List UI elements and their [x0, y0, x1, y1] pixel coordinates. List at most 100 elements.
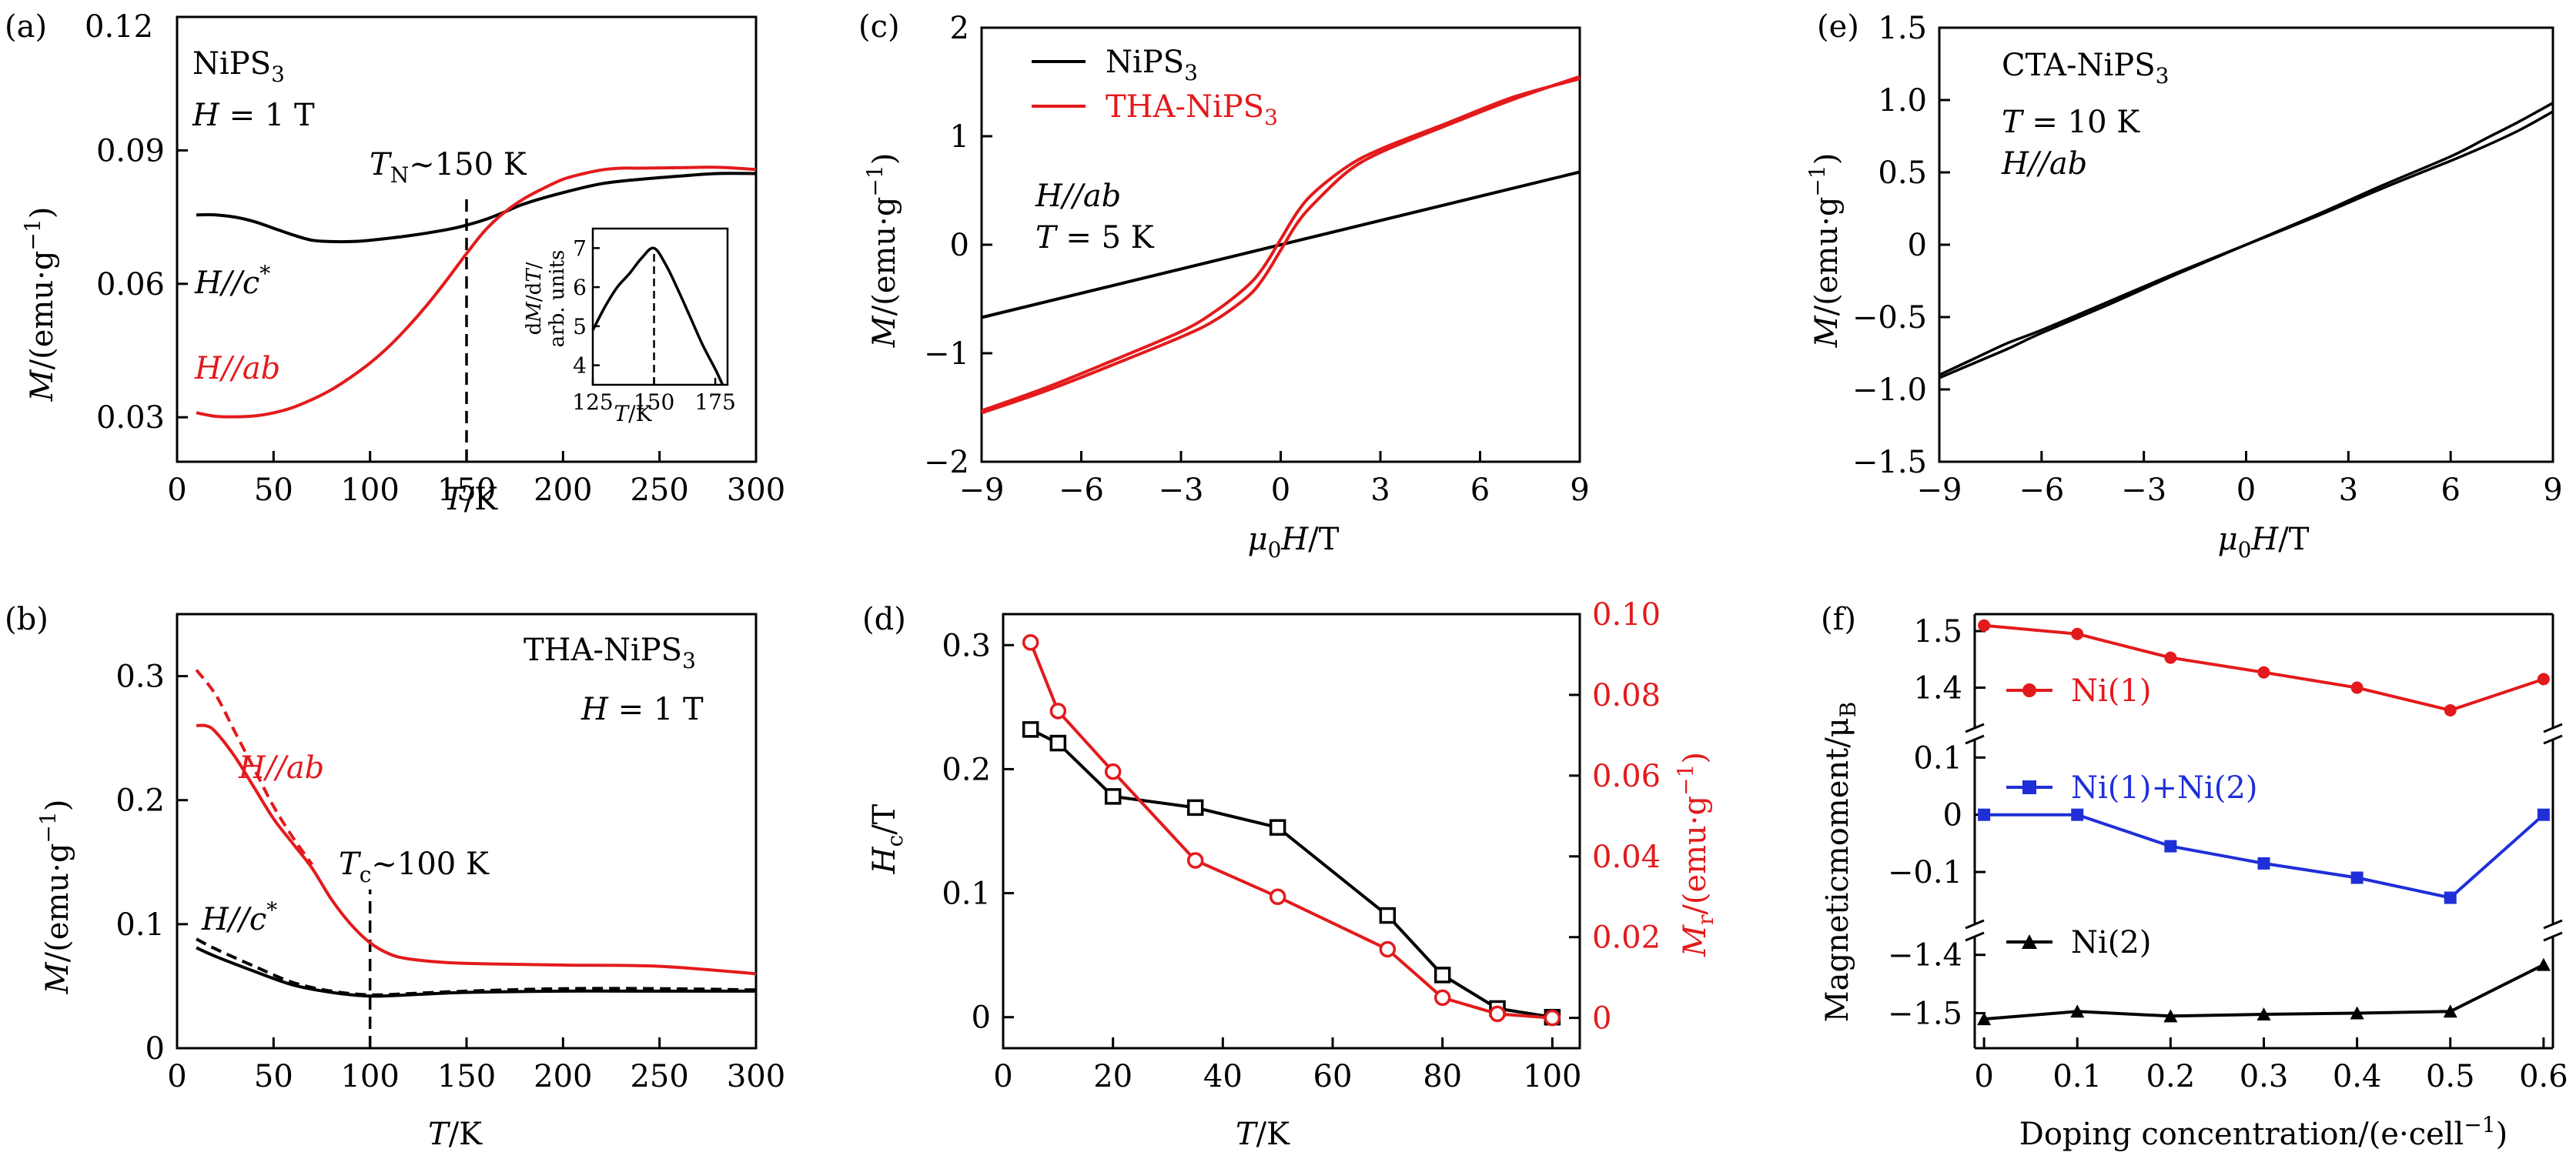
series-f-1 [1984, 813, 2545, 900]
ytick-label-e-left-4: 0.5 [1878, 155, 1927, 191]
marker-f-0-4 [2350, 681, 2364, 694]
break-mark-f-1-1-a [2543, 919, 2563, 930]
ytick-label-f-seg1-left-1: 0 [1943, 798, 1962, 833]
plot-area-f: 0 0.1 0.2 0.3 0.4 0.5 0.6 1.4 1.5 −0.1 0 0.1 −1.5 −1.… [1888, 613, 2568, 1094]
plot-area-a: 0 50 100 150 200 250 300 0.03 0.06 0.09 [96, 15, 785, 508]
marker-d-1-4 [1269, 888, 1286, 906]
marker-f-2-4 [2350, 1006, 2364, 1020]
xtick-label-c-0: −9 [959, 473, 1005, 508]
panel-e: (e) −9 −6 −3 0 3 6 9 −1.5 −1.0 −0.5 0 0.5 1.0 1.5 CTA… [1805, 9, 2563, 563]
legend-marker-f-ni1 [2022, 683, 2036, 697]
marker-f-2-3 [2257, 1007, 2271, 1021]
ytick-label-d-left-2: 0.2 [942, 752, 991, 787]
legend-f-ni1: Ni(1) [2071, 673, 2151, 709]
ytick-label-a-left-1: 0.06 [96, 267, 165, 302]
marker-f-0-3 [2257, 666, 2270, 679]
annotation-e-temp: T = 10 K [2002, 105, 2140, 140]
xtick-label-e-0: −9 [1917, 473, 1962, 508]
ytick-label-c-left-4: 2 [950, 11, 969, 46]
marker-f-0-2 [2164, 651, 2177, 664]
series-a-1 [196, 165, 757, 419]
ylabel-c: M/(emu·g−1) [862, 153, 902, 349]
xtick-label-a-6: 300 [727, 473, 785, 508]
series-c-0 [981, 170, 1581, 319]
inset-ytick-label-a-0: 4 [573, 353, 587, 379]
ytick-label-c-left-1: −1 [924, 336, 969, 372]
inset-xtick-label-a-0: 125 [572, 389, 613, 415]
marker-d-1-5 [1379, 940, 1397, 958]
panel-b: (b) 0 50 100 150 200 250 300 0 0.1 0.2 0.3 THA-NiP… [5, 602, 785, 1152]
marker-f-0-5 [2444, 703, 2457, 716]
xtick-label-c-5: 6 [1470, 473, 1490, 508]
xlabel-f: Doping concentration/(e·cell−1) [2019, 1112, 2508, 1152]
marker-f-2-5 [2443, 1004, 2457, 1018]
annotation-a-field: H = 1 T [192, 98, 315, 133]
series-e-1 [1939, 110, 2554, 376]
annotation-e-hab: H//ab [2001, 146, 2087, 182]
panel-c: (c) −9 −6 −3 0 3 6 9 −2 −1 0 1 2 NiPS3 THA-NiPS3 H/… [858, 9, 1590, 563]
ytick-label-a-left-0: 0.03 [96, 400, 165, 436]
xtick-label-f-2: 0.2 [2146, 1059, 2196, 1094]
annotation-b-material: THA-NiPS3 [524, 633, 696, 673]
ylabel-d-right: Mr/(emu·g−1) [1673, 752, 1718, 957]
xtick-label-d-1: 20 [1093, 1059, 1132, 1094]
xtick-label-d-5: 100 [1523, 1059, 1581, 1094]
ytick-label-b-left-1: 0.1 [115, 907, 165, 943]
xtick-label-e-2: −3 [2121, 473, 2166, 508]
inset-xtick-label-a-2: 175 [694, 389, 735, 415]
series-c-2 [981, 77, 1581, 412]
ytick-label-e-left-0: −1.5 [1852, 445, 1927, 480]
xtick-label-b-2: 100 [340, 1059, 399, 1094]
break-mark-f-1-0-a [1965, 919, 1985, 930]
series-a-0 [196, 172, 757, 244]
inset-xlabel-a: T/K [614, 401, 652, 426]
xtick-label-a-3: 150 [437, 473, 496, 508]
annotation-c-temp: T = 5 K [1035, 220, 1155, 256]
annotation-c-hab: H//ab [1035, 179, 1121, 214]
break-mark-f-0-1-a [2543, 723, 2563, 733]
marker-f-1-6 [2537, 808, 2550, 821]
ytick-label-a-left-2: 0.09 [96, 133, 165, 169]
ytick-label-d-right-1: 0.02 [1592, 920, 1661, 956]
inset-ytick-label-a-3: 7 [573, 235, 587, 261]
marker-d-1-7 [1489, 1005, 1506, 1023]
panel-label-c: (c) [858, 9, 900, 45]
marker-f-2-1 [2070, 1004, 2085, 1018]
inset-xtick-label-a-1: 150 [634, 389, 674, 415]
ytick-label-d-right-0: 0 [1592, 1001, 1611, 1037]
annotation-b-hc: H//c* [201, 897, 277, 937]
ytick-label-e-left-2: −0.5 [1852, 300, 1927, 336]
ytick-label-b-left-3: 0.3 [115, 660, 165, 695]
legend-f-ni12: Ni(1)+Ni(2) [2071, 770, 2257, 806]
ytick-label-e-left-1: −1.0 [1852, 372, 1927, 408]
xtick-label-b-6: 300 [727, 1059, 785, 1094]
marker-d-1-3 [1186, 852, 1204, 869]
marker-d-0-2 [1104, 788, 1122, 805]
xtick-label-a-2: 100 [340, 473, 399, 508]
marker-d-0-5 [1379, 907, 1397, 924]
xtick-label-e-6: 9 [2543, 473, 2562, 508]
xtick-label-f-5: 0.5 [2426, 1059, 2475, 1094]
break-mark-f-1-0-b [1965, 931, 1985, 942]
xtick-label-c-2: −3 [1159, 473, 1204, 508]
axes-frame-d [1002, 613, 1581, 1050]
break-mark-f-0-0-a [1965, 723, 1985, 733]
marker-f-1-3 [2257, 857, 2270, 870]
plot-area-d: 0 20 40 60 80 100 0 0.1 0.2 0.3 0 0.02 0.04 0.06 0.08 0… [942, 597, 1661, 1094]
ytick-label-b-left-2: 0.2 [115, 783, 165, 819]
xtick-label-c-4: 3 [1370, 473, 1390, 508]
plot-area-e: −9 −6 −3 0 3 6 9 −1.5 −1.0 −0.5 0 0.5 1.0 1.5 [1852, 11, 2563, 508]
marker-f-1-4 [2350, 871, 2364, 884]
xtick-label-c-6: 9 [1570, 473, 1589, 508]
panel-d: (d) 0 20 40 60 80 10000.10.20.300.020.040.060… [862, 597, 1718, 1152]
xtick-label-a-0: 0 [167, 473, 186, 508]
ylabel-d-left: Hc/T [867, 803, 908, 874]
marker-f-1-0 [1978, 808, 1991, 821]
annotation-a-tn: TN~150 K [370, 147, 527, 188]
ytick-label-f-seg1-left-2: 0.1 [1913, 740, 1962, 776]
annotation-b-hab: H//ab [238, 750, 324, 786]
marker-d-0-0 [1022, 721, 1039, 738]
series-d-1 [1029, 641, 1553, 1020]
ytick-label-d-right-4: 0.08 [1592, 678, 1661, 713]
